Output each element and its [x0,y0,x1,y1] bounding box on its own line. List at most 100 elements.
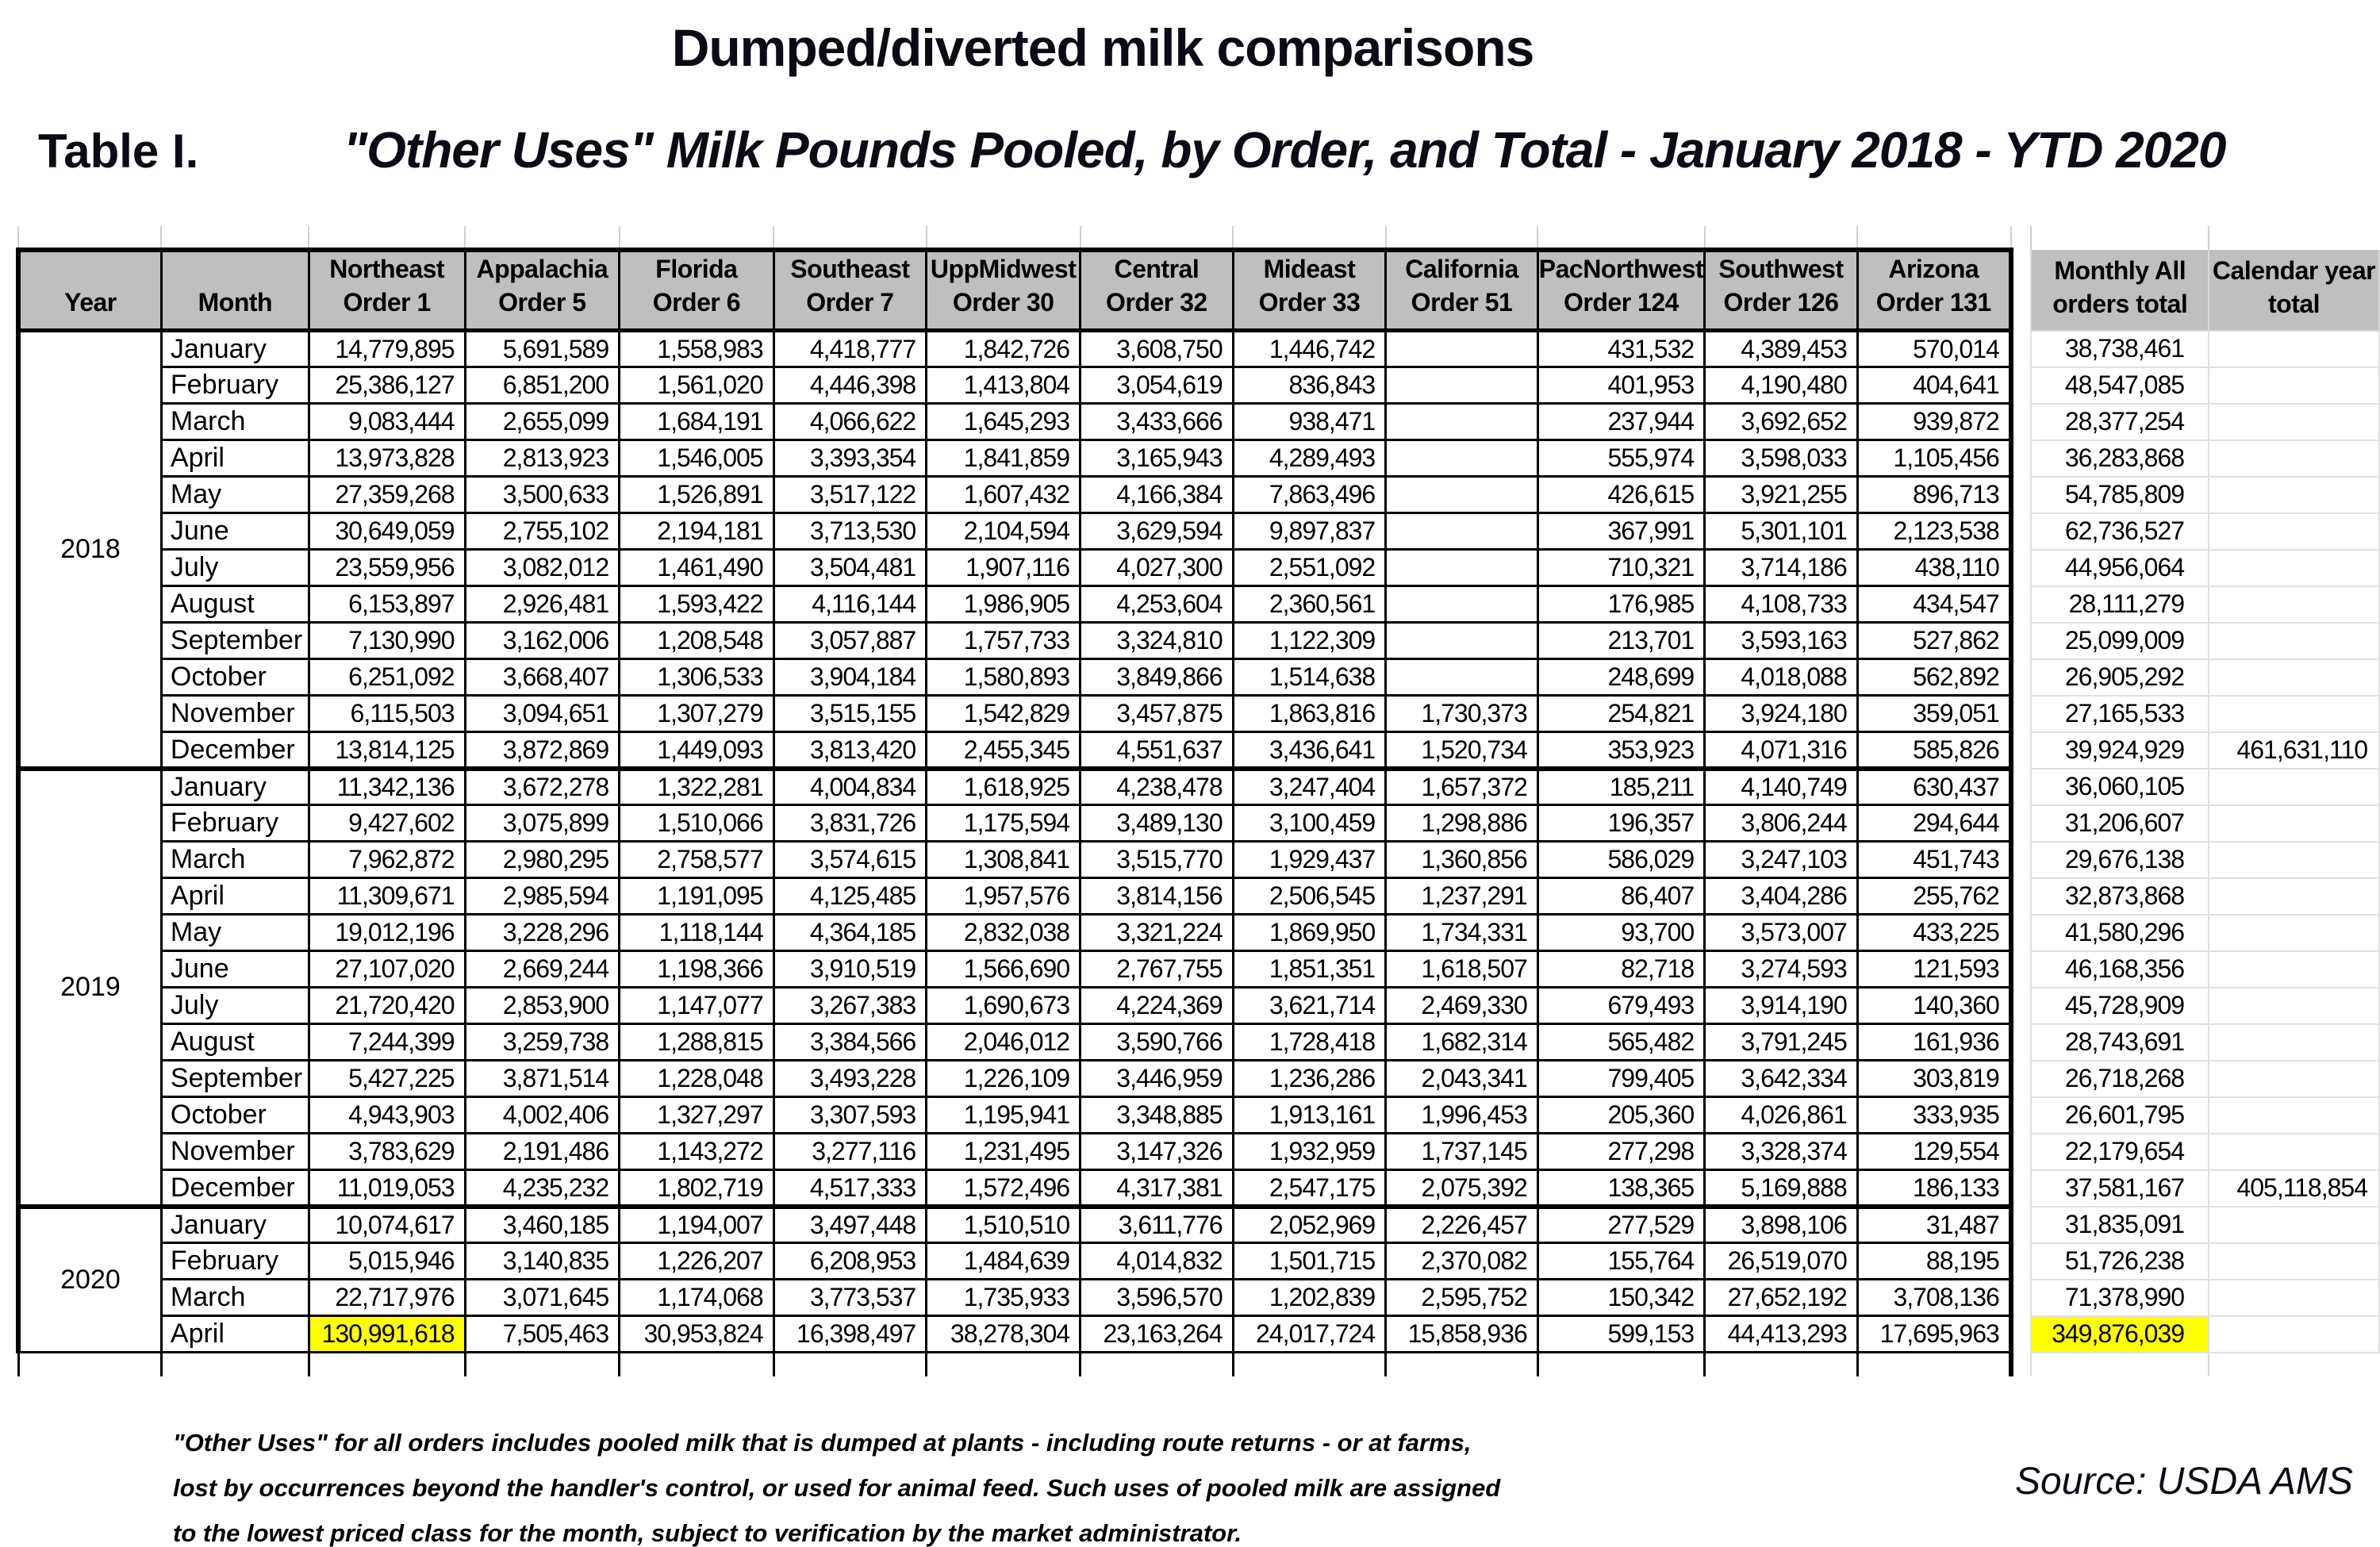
month-cell: April [159,439,310,478]
value-cell: 5,301,101 [1703,512,1859,551]
value-cell: 3,384,566 [772,1023,928,1062]
value-cell: 161,936 [1856,1023,2013,1062]
calendar-total-cell [2208,694,2380,733]
value-cell: 3,321,224 [1079,913,1234,953]
value-cell: 1,737,145 [1384,1132,1539,1172]
calendar-total-cell [2208,1242,2380,1280]
value-cell: 2,123,538 [1856,512,2013,551]
value-cell: 1,734,331 [1384,913,1539,953]
value-cell: 1,413,804 [925,366,1082,405]
value-cell: 3,393,354 [772,439,928,478]
table-row: November 6,115,503 3,094,651 1,307,279 3,515… [18,694,2380,734]
value-cell: 3,057,887 [772,621,928,661]
monthly-total-cell: 51,726,238 [2030,1242,2210,1280]
value-cell: 27,652,192 [1703,1278,1859,1318]
spacer-cell [2010,585,2032,623]
value-cell: 16,398,497 [772,1315,928,1354]
value-cell: 630,437 [1856,766,2013,807]
monthly-total-cell: 28,377,254 [2030,402,2210,441]
grid-stub [2010,1352,2032,1376]
value-cell: 3,493,228 [772,1059,928,1099]
calendar-total-cell: 461,631,110 [2208,731,2380,770]
value-cell: 3,806,244 [1703,804,1859,843]
value-cell: 213,701 [1536,621,1706,661]
grid-stub [17,226,162,250]
value-cell: 3,433,666 [1079,402,1234,442]
value-cell: 3,910,519 [772,950,928,989]
month-cell: October [159,658,310,697]
monthly-total-cell: 26,601,795 [2030,1096,2210,1134]
table-subtitle: "Other Uses" Milk Pounds Pooled, by Orde… [343,121,2227,178]
calendar-total-cell [2208,840,2380,879]
value-cell: 3,094,651 [463,694,621,734]
table-row: April 13,973,828 2,813,923 1,546,005 3,393,3… [18,439,2380,478]
value-cell: 3,611,776 [1079,1203,1234,1245]
month-cell: March [159,402,310,442]
value-cell: 1,572,496 [925,1169,1082,1208]
value-cell: 5,427,225 [307,1059,466,1099]
value-cell: 3,773,537 [772,1278,928,1318]
value-cell: 4,026,861 [1703,1096,1859,1135]
calendar-total-cell [2208,804,2380,843]
monthly-total-cell: 27,165,533 [2030,694,2210,733]
grid-stub [618,226,774,250]
value-cell: 30,649,059 [307,512,466,551]
value-cell: 3,871,514 [463,1059,621,1099]
calendar-total-cell [2208,986,2380,1025]
value-cell: 2,985,594 [463,877,621,916]
col-header-month: Month [159,248,310,333]
month-cell: December [159,731,310,770]
spacer-cell [2010,403,2032,440]
value-cell: 86,407 [1536,877,1706,916]
spacer-cell [2010,440,2032,477]
grid-stub [308,226,466,250]
spacer-cell [2010,1242,2032,1280]
value-cell: 2,669,244 [463,950,621,989]
value-cell: 1,461,490 [618,548,775,588]
month-cell: July [159,986,310,1026]
table-row: March 7,962,872 2,980,295 2,758,577 3,574,61… [18,840,2380,880]
grid-stub [17,1352,162,1376]
value-cell: 1,501,715 [1231,1242,1388,1281]
month-cell: May [159,475,310,515]
value-cell: 93,700 [1536,913,1706,953]
calendar-total-cell [2208,475,2380,514]
table-row: May 19,012,196 3,228,296 1,118,144 4,364,185… [18,913,2380,953]
month-cell: March [159,840,310,880]
value-cell: 1,307,279 [618,694,775,734]
value-cell: 555,974 [1536,439,1706,478]
value-cell: 3,075,899 [463,804,621,843]
monthly-total-cell: 36,060,105 [2030,767,2210,806]
table-row: February 5,015,946 3,140,835 1,226,207 6,208… [18,1242,2380,1281]
table-row: August 6,153,897 2,926,481 1,593,422 4,116,1… [18,585,2380,624]
calendar-total-cell [2208,1315,2380,1353]
value-cell: 2,052,969 [1231,1203,1388,1245]
grid-stub [1079,1352,1234,1376]
value-cell [1384,548,1539,588]
value-cell: 277,529 [1536,1203,1706,1245]
table-row: 2019 January 11,342,136 3,672,278 1,322,281 4… [15,766,2380,1208]
spacer-cell [2010,330,2032,367]
value-cell [1384,439,1539,478]
value-cell: 3,054,619 [1079,366,1234,405]
value-cell: 1,690,673 [925,986,1082,1026]
value-cell: 3,247,103 [1703,840,1859,880]
value-cell: 9,083,444 [307,402,466,442]
value-cell: 25,386,127 [307,366,466,405]
value-cell [1384,658,1539,697]
grid-stub [463,1352,620,1376]
value-cell: 1,510,066 [618,804,775,843]
value-cell: 333,935 [1856,1096,2013,1135]
value-cell: 38,278,304 [925,1315,1082,1354]
value-cell: 1,194,007 [618,1203,775,1245]
spacer-cell [2010,658,2032,696]
spacer-cell [2010,476,2032,513]
value-cell: 14,779,895 [307,329,466,369]
value-cell: 140,360 [1856,986,2013,1026]
value-cell: 255,762 [1856,877,2013,916]
spacer-cell [2010,549,2032,586]
month-cell: June [159,950,310,989]
value-cell: 3,914,190 [1703,986,1859,1026]
value-cell: 1,306,533 [618,658,775,697]
value-cell: 1,986,905 [925,585,1082,624]
